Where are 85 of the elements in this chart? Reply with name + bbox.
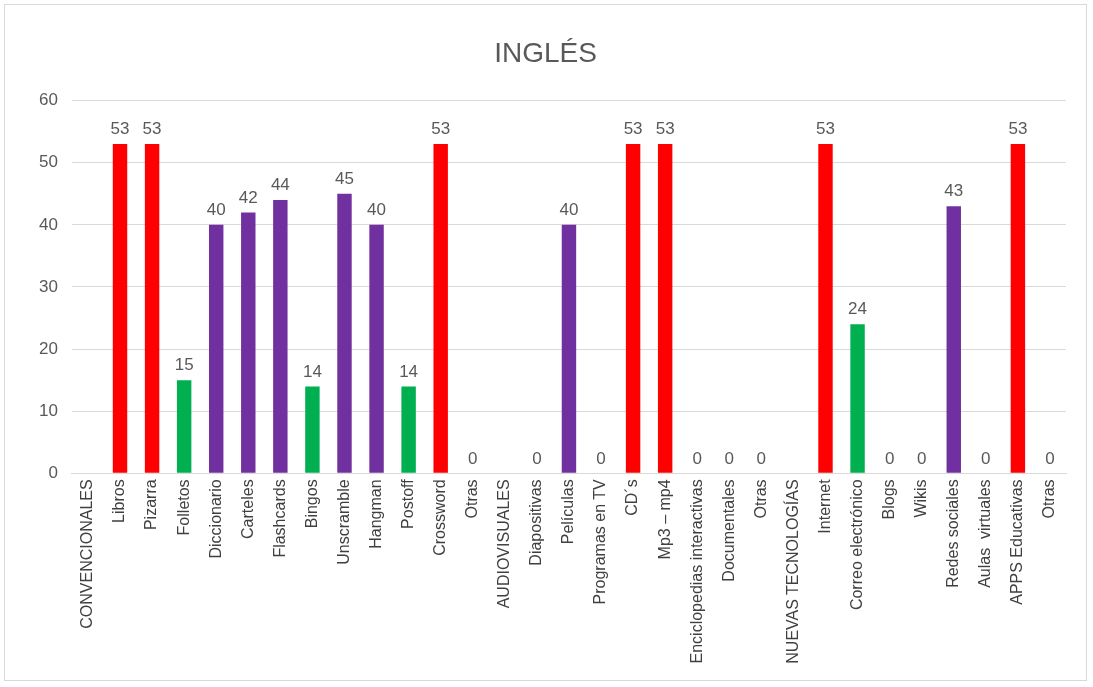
x-tick-label: CONVENCIONALES (78, 479, 96, 629)
data-label: 14 (399, 361, 419, 381)
data-label: 0 (724, 448, 735, 468)
bar (305, 386, 320, 473)
bar (433, 144, 448, 473)
x-tick-label: CD´s (623, 479, 641, 516)
data-label: 0 (884, 448, 895, 468)
data-label: 14 (302, 361, 322, 381)
x-tick-label: Enciclopedias interactivas (687, 479, 705, 664)
y-tick-label: 10 (38, 400, 58, 420)
x-tick-label: Folletos (174, 479, 192, 536)
y-tick-label: 20 (38, 338, 58, 358)
x-tick-label: Postoff (399, 478, 417, 529)
chart-title: INGLÉS (494, 36, 597, 68)
y-tick-label: 50 (38, 152, 58, 172)
data-label: 53 (142, 119, 162, 139)
data-label: 53 (110, 119, 130, 139)
x-tick-label: Diapositivas (527, 479, 545, 566)
bar (561, 224, 577, 473)
data-label: 0 (532, 448, 542, 468)
data-label: 0 (596, 448, 606, 468)
y-tick-label: 60 (38, 90, 58, 110)
bar (818, 144, 833, 473)
bar (657, 144, 673, 473)
bar (1010, 144, 1026, 473)
data-label: 24 (848, 299, 868, 319)
data-label: 0 (916, 448, 927, 468)
bar (337, 193, 352, 473)
data-label: 53 (816, 119, 835, 139)
y-tick-label: 30 (38, 276, 58, 296)
x-tick-label: Flashcards (270, 479, 288, 558)
bar (850, 324, 865, 473)
x-tick-label: Aulas virtuales (976, 479, 994, 588)
bar (144, 144, 160, 473)
x-tick-label: Blogs (880, 479, 898, 520)
bar (176, 380, 192, 473)
x-tick-label: AUDIOVISUALES (495, 479, 513, 609)
data-label: 45 (335, 168, 354, 188)
x-tick-label: Otras (463, 479, 481, 519)
data-label: 53 (623, 119, 643, 139)
bar (112, 144, 128, 473)
x-tick-label: Programas en TV (591, 479, 609, 605)
data-label: 53 (655, 119, 675, 139)
x-tick-label: Libros (110, 479, 128, 523)
x-tick-label: Otras (751, 479, 769, 519)
data-label: 0 (756, 448, 767, 468)
data-label: 0 (468, 448, 478, 468)
x-tick-label: Hangman (366, 479, 384, 549)
x-tick-label: Wikis (912, 479, 930, 518)
data-label: 53 (1008, 119, 1028, 139)
bar (209, 224, 224, 473)
x-tick-label: Redes sociales (944, 479, 962, 588)
bar (946, 206, 961, 473)
x-tick-label: Otras (1040, 479, 1058, 519)
y-tick-label: 40 (38, 214, 58, 234)
bar (625, 144, 641, 473)
data-label: 0 (1045, 448, 1055, 468)
x-tick-label: Correo electrónico (847, 479, 865, 611)
y-tick-label: 0 (48, 463, 58, 483)
x-tick-label: Diccionario (206, 479, 224, 559)
bar (273, 200, 288, 473)
bar (241, 212, 256, 473)
x-tick-label: Internet (815, 478, 833, 534)
x-tick-label: Carteles (238, 479, 256, 539)
bar (369, 224, 384, 473)
x-tick-label: Crossword (431, 479, 449, 556)
data-label: 0 (692, 448, 702, 468)
x-tick-label: Mp3 – mp4 (655, 479, 673, 560)
data-label: 40 (559, 200, 579, 220)
data-label: 15 (174, 355, 194, 375)
data-label: 53 (431, 119, 451, 139)
bar (401, 386, 416, 473)
data-label: 40 (367, 200, 387, 220)
data-label: 40 (206, 200, 226, 220)
x-tick-label: NUEVAS TECNOLOGÍAS (782, 479, 801, 664)
data-label: 42 (238, 187, 258, 207)
x-tick-label: Películas (559, 479, 577, 545)
x-tick-label: APPS Educativas (1008, 479, 1026, 605)
x-tick-label: Pizarra (142, 479, 160, 531)
x-tick-label: Documentales (719, 479, 737, 582)
x-tick-label: Unscramble (334, 479, 352, 565)
data-label: 44 (270, 175, 290, 195)
x-tick-label: Bingos (302, 479, 320, 529)
data-label: 43 (944, 181, 964, 201)
data-label: 0 (981, 448, 991, 468)
